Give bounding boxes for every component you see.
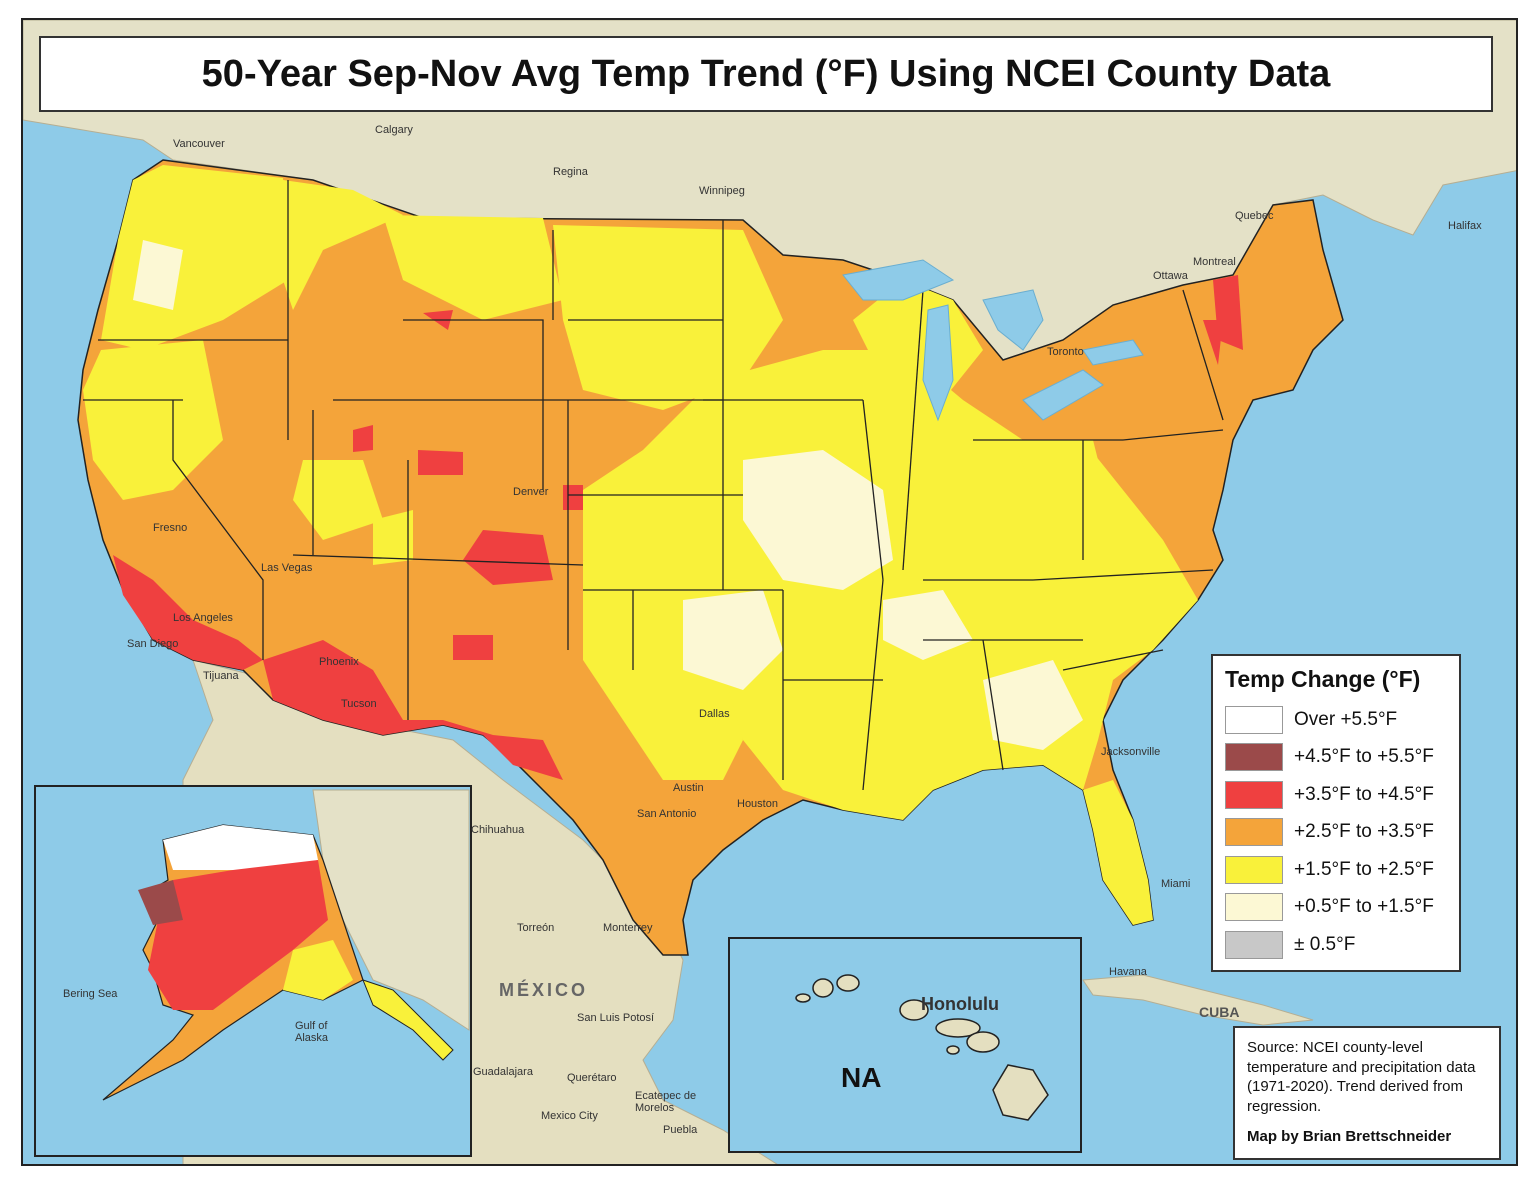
legend-row: Over +5.5°F [1225,701,1449,739]
label-queretaro: Querétaro [567,1072,617,1084]
label-fresno: Fresno [153,522,188,534]
label-cuba: CUBA [1199,1004,1240,1020]
label-tucson: Tucson [341,698,377,710]
trend-pale-regions [133,240,1083,750]
map-title: 50-Year Sep-Nov Avg Temp Trend (°F) Usin… [39,36,1493,112]
great-lakes [842,259,1144,422]
legend-swatch [1225,780,1283,809]
label-houston: Houston [737,798,778,810]
label-ottawa: Ottawa [1153,270,1188,282]
map-title-text: 50-Year Sep-Nov Avg Temp Trend (°F) Usin… [201,52,1331,95]
hawaii-no-data-label: NA [841,1062,882,1093]
label-halifax: Halifax [1448,220,1482,232]
label-san-diego: San Diego [127,638,179,650]
label-mexico: MÉXICO [499,980,589,1000]
source-note: Source: NCEI county-level temperature an… [1233,1026,1501,1160]
label-vancouver: Vancouver [173,138,225,150]
map-canvas [23,20,1516,1164]
trend-yellow-regions [83,165,1198,925]
map-credit: Map by Brian Brettschneider [1247,1128,1452,1145]
source-text: Source: NCEI county-level temperature an… [1247,1039,1476,1115]
cuba-land [1082,974,1314,1026]
alaska-yellow [283,940,353,1000]
legend-label: +4.5°F to +5.5°F [1294,746,1434,768]
state-borders [83,180,1224,791]
label-las-vegas: Las Vegas [261,562,313,574]
legend-label: Over +5.5°F [1294,708,1398,730]
legend-swatch [1225,930,1283,959]
label-toronto: Toronto [1047,346,1084,358]
label-guadalajara: Guadalajara [473,1066,533,1078]
label-tijuana: Tijuana [203,670,239,682]
label-chihuahua: Chihuahua [471,824,525,836]
legend-row: ± 0.5°F [1225,926,1449,964]
label-honolulu: Honolulu [921,994,999,1014]
legend-row: +1.5°F to +2.5°F [1225,851,1449,889]
legend-label: +0.5°F to +1.5°F [1294,896,1434,918]
label-dallas: Dallas [699,708,730,720]
legend-row: +4.5°F to +5.5°F [1225,739,1449,777]
legend-swatch [1225,818,1283,847]
legend-swatch [1225,893,1283,922]
legend-swatch [1225,855,1283,884]
label-monterrey: Monterrey [603,922,653,934]
alaska-darkred [138,880,183,925]
label-havana: Havana [1109,966,1147,978]
legend-row: +0.5°F to +1.5°F [1225,889,1449,927]
label-denver: Denver [513,486,549,498]
label-los-angeles: Los Angeles [173,612,233,624]
legend: Temp Change (°F) Over +5.5°F +4.5°F to +… [1211,654,1461,972]
alaska-panhandle [362,979,454,1061]
label-puebla: Puebla [663,1124,698,1136]
label-ecatepec: Ecatepec de Morelos [635,1090,697,1114]
label-winnipeg: Winnipeg [699,185,745,197]
hawaii-islands [795,974,1049,1121]
label-phoenix: Phoenix [319,656,359,668]
label-san-luis-potosi: San Luis Potosí [577,1012,655,1024]
label-miami: Miami [1161,878,1191,890]
legend-label: +3.5°F to +4.5°F [1294,783,1434,805]
label-calgary: Calgary [375,124,413,136]
label-torreon: Torreón [517,922,555,934]
legend-label: +2.5°F to +3.5°F [1294,821,1434,843]
alaska-red [148,860,328,1010]
label-san-antonio: San Antonio [637,808,697,820]
legend-title: Temp Change (°F) [1225,666,1421,692]
label-mexico-city: Mexico City [541,1110,598,1122]
legend-label: +1.5°F to +2.5°F [1294,858,1434,880]
legend-label: ± 0.5°F [1294,933,1356,955]
label-gulf-of-alaska: Gulf of Alaska [295,1020,329,1044]
label-montreal: Montreal [1193,256,1236,268]
map-frame: 50-Year Sep-Nov Avg Temp Trend (°F) Usin… [21,18,1518,1166]
label-bering-sea: Bering Sea [63,988,118,1000]
legend-row: +2.5°F to +3.5°F [1225,814,1449,852]
alaska-white [163,825,318,870]
label-austin: Austin [673,782,704,794]
legend-swatch [1225,705,1283,734]
label-quebec: Quebec [1235,210,1274,222]
label-jacksonville: Jacksonville [1101,746,1161,758]
legend-row: +3.5°F to +4.5°F [1225,776,1449,814]
label-regina: Regina [553,166,588,178]
legend-swatch [1225,743,1283,772]
